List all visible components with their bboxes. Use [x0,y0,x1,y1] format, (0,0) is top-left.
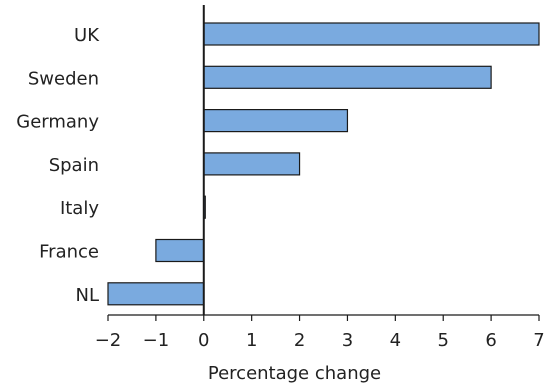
category-label-sweden: Sweden [28,68,99,89]
bar-nl [107,282,205,306]
bar-germany [203,108,349,133]
bar-spain [203,152,301,176]
x-tick-label: 1 [246,330,257,351]
x-tick-label: 5 [437,330,448,351]
x-axis-title: Percentage change [208,363,381,384]
bar-uk [203,22,540,46]
x-tick-label: −2 [95,330,122,351]
category-label-nl: NL [76,285,100,306]
category-label-germany: Germany [16,112,99,133]
bar-sweden [203,65,492,89]
bar-france [155,238,205,263]
category-label-uk: UK [74,25,100,46]
x-tick-label: 0 [198,330,209,351]
category-label-italy: Italy [60,198,99,219]
x-tick-label: 2 [294,330,305,351]
x-tick-label: 6 [485,330,496,351]
bars [107,22,540,306]
x-tick-label: 4 [390,330,401,351]
x-tick-label: 3 [342,330,353,351]
x-tick-label: −1 [143,330,170,351]
x-tick-label: 7 [533,330,544,351]
category-label-france: France [39,242,99,263]
category-labels: UK Sweden Germany Spain Italy France NL [16,25,100,306]
x-axis-ticks: −2 −1 0 1 2 3 4 5 6 7 [95,315,545,351]
category-label-spain: Spain [49,155,99,176]
